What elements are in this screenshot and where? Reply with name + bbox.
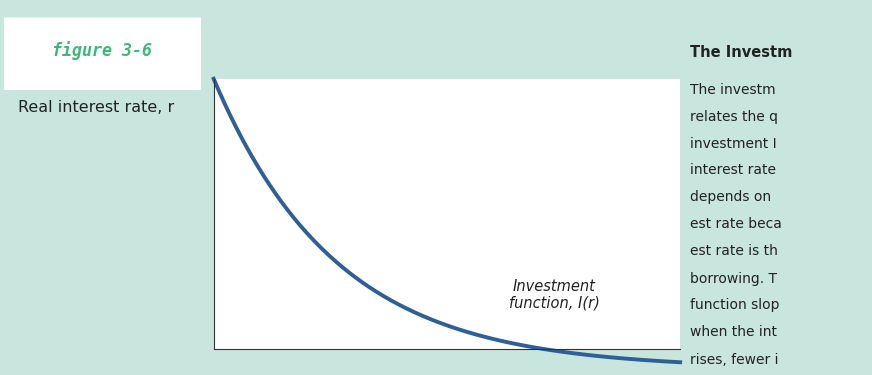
Text: depends on: depends on xyxy=(690,190,771,204)
Text: The investm: The investm xyxy=(690,82,775,96)
Text: The Investm: The Investm xyxy=(690,45,792,60)
Text: interest rate: interest rate xyxy=(690,164,776,177)
FancyBboxPatch shape xyxy=(0,16,212,92)
Text: when the int: when the int xyxy=(690,326,777,339)
Text: investment I: investment I xyxy=(690,136,776,150)
Text: function slop: function slop xyxy=(690,298,780,312)
Text: figure 3-6: figure 3-6 xyxy=(52,42,153,60)
Text: relates the q: relates the q xyxy=(690,110,778,123)
Text: borrowing. T: borrowing. T xyxy=(690,272,777,285)
Text: rises, fewer i: rises, fewer i xyxy=(690,352,778,366)
Text: est rate beca: est rate beca xyxy=(690,217,781,231)
Text: Real interest rate, r: Real interest rate, r xyxy=(17,100,174,116)
Text: est rate is th: est rate is th xyxy=(690,244,778,258)
Text: Investment
function, I(r): Investment function, I(r) xyxy=(508,279,600,311)
